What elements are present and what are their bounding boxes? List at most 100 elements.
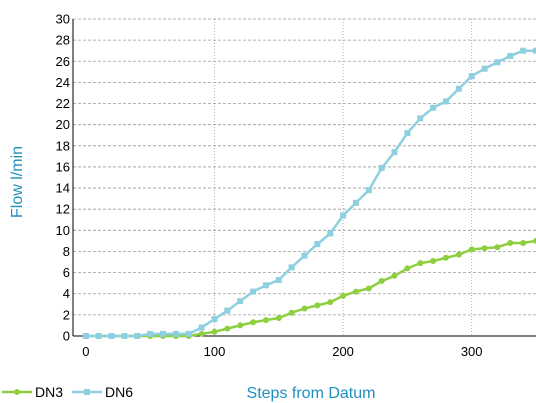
data-point-dn6 xyxy=(404,130,411,137)
series-layer xyxy=(82,47,536,339)
data-point-dn3 xyxy=(481,245,488,252)
data-point-dn6 xyxy=(494,59,501,66)
y-tick-label: 22 xyxy=(56,96,70,111)
y-tick-label: 24 xyxy=(56,75,70,90)
data-point-dn3 xyxy=(520,240,527,247)
x-tick-label: 200 xyxy=(332,344,354,359)
data-point-dn6 xyxy=(160,330,167,337)
data-point-dn3 xyxy=(275,315,282,322)
data-point-dn3 xyxy=(327,299,334,306)
data-point-dn3 xyxy=(404,265,411,272)
data-point-dn6 xyxy=(172,330,179,337)
data-point-dn6 xyxy=(262,282,269,289)
data-point-dn6 xyxy=(442,98,449,105)
data-point-dn6 xyxy=(352,199,359,206)
data-point-dn6 xyxy=(327,230,334,237)
data-point-dn3 xyxy=(288,309,295,316)
legend-item-dn3: DN3 xyxy=(2,384,63,400)
x-tick-label: 300 xyxy=(461,344,483,359)
data-point-dn6 xyxy=(288,264,295,271)
data-point-dn6 xyxy=(314,241,321,248)
data-point-dn6 xyxy=(224,307,231,314)
data-point-dn3 xyxy=(430,257,437,264)
data-point-dn3 xyxy=(378,278,385,285)
data-point-dn6 xyxy=(237,298,244,305)
y-tick-label: 0 xyxy=(63,329,70,344)
y-tick-label: 28 xyxy=(56,33,70,48)
y-tick-label: 8 xyxy=(63,244,70,259)
data-point-dn3 xyxy=(455,251,462,258)
data-point-dn3 xyxy=(198,330,205,337)
data-point-dn6 xyxy=(340,212,347,219)
data-point-dn3 xyxy=(262,317,269,324)
y-tick-label: 26 xyxy=(56,54,70,69)
x-axis-title: Steps from Datum xyxy=(247,385,376,402)
data-point-dn6 xyxy=(275,276,282,283)
y-tick-label: 10 xyxy=(56,223,70,238)
data-point-dn3 xyxy=(211,328,218,335)
legend-label-dn3: DN3 xyxy=(35,384,63,400)
y-axis-title: Flow l/min xyxy=(9,146,26,218)
x-tick-labels: 0 100 200 300 xyxy=(82,344,482,359)
data-point-dn6 xyxy=(108,333,115,339)
data-point-dn6 xyxy=(198,324,205,331)
data-point-dn3 xyxy=(533,237,536,244)
series-line-dn6 xyxy=(85,49,536,338)
data-point-dn6 xyxy=(301,252,308,259)
data-point-dn6 xyxy=(417,115,424,122)
data-point-dn6 xyxy=(365,187,372,194)
legend-marker-dn6 xyxy=(84,389,90,395)
data-point-dn3 xyxy=(301,305,308,312)
data-point-dn3 xyxy=(224,325,231,332)
data-point-dn3 xyxy=(442,254,449,261)
data-point-dn6 xyxy=(250,288,257,295)
series-line-dn3 xyxy=(85,239,536,338)
legend-item-dn6: DN6 xyxy=(72,384,133,400)
legend-marker-dn3 xyxy=(14,389,20,395)
x-tick-label: 100 xyxy=(204,344,226,359)
y-tick-label: 20 xyxy=(56,117,70,132)
data-point-dn3 xyxy=(365,285,372,292)
data-point-dn6 xyxy=(82,333,89,339)
legend: DN3 DN6 xyxy=(2,384,133,400)
data-point-dn3 xyxy=(314,302,321,309)
data-point-dn6 xyxy=(455,85,462,92)
data-point-dn6 xyxy=(391,149,398,156)
y-tick-label: 6 xyxy=(63,265,70,280)
series-dn3 xyxy=(82,237,536,339)
legend-label-dn6: DN6 xyxy=(105,384,133,400)
data-point-dn6 xyxy=(533,47,536,54)
data-point-dn3 xyxy=(340,292,347,299)
data-point-dn6 xyxy=(378,164,385,171)
y-tick-label: 12 xyxy=(56,202,70,217)
y-tick-label: 2 xyxy=(63,307,70,322)
data-point-dn6 xyxy=(121,333,128,339)
data-point-dn6 xyxy=(430,104,437,111)
series-dn6 xyxy=(82,47,536,339)
grid xyxy=(73,18,536,336)
data-point-dn3 xyxy=(237,322,244,329)
data-point-dn6 xyxy=(95,333,102,339)
data-point-dn6 xyxy=(481,65,488,72)
data-point-dn6 xyxy=(507,52,514,59)
y-tick-label: 4 xyxy=(63,286,70,301)
axes xyxy=(72,19,536,337)
data-point-dn6 xyxy=(468,73,475,80)
data-point-dn6 xyxy=(147,330,154,337)
data-point-dn3 xyxy=(417,260,424,267)
data-point-dn6 xyxy=(211,316,218,323)
y-tick-label: 30 xyxy=(56,12,70,27)
x-tick-label: 0 xyxy=(82,344,89,359)
data-point-dn3 xyxy=(391,272,398,279)
data-point-dn3 xyxy=(352,288,359,295)
data-point-dn3 xyxy=(250,319,257,326)
data-point-dn6 xyxy=(185,330,192,337)
data-point-dn6 xyxy=(520,47,527,54)
data-point-dn3 xyxy=(468,246,475,253)
data-point-dn3 xyxy=(494,244,501,251)
y-tick-label: 18 xyxy=(56,138,70,153)
y-tick-label: 16 xyxy=(56,159,70,174)
data-point-dn6 xyxy=(134,333,141,339)
